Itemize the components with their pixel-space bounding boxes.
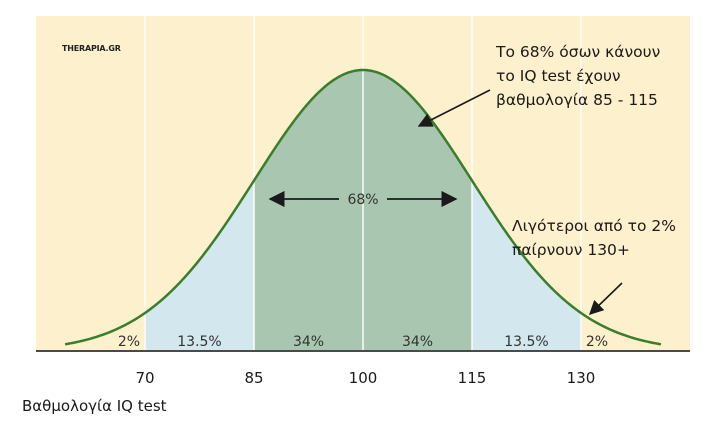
x-tick-label-130: 130 [567,369,596,387]
density-curve [64,68,662,346]
annotation-tail: Λιγότεροι από το 2% παίρνουν 130+ [512,217,676,259]
bracket-label: 68% [347,192,378,208]
x-axis-title: Βαθμολογία IQ test [22,397,167,415]
segment-label-2: 34% [293,334,324,350]
x-tick-label-85: 85 [244,369,263,387]
annotation-arrow-middle [417,89,491,127]
segment-label-4: 13.5% [504,334,548,350]
x-tick-label-100: 100 [349,369,378,387]
segment-label-0: 2% [118,334,140,350]
annotation-middle-range: Το 68% όσων κάνουν το IQ test έχουν βαθμ… [496,43,661,109]
segment-label-1: 13.5% [177,334,221,350]
segment-label-5: 2% [586,334,608,350]
source-label: THERAPIA.GR [62,44,121,53]
x-tick-label-70: 70 [135,369,154,387]
segment-label-3: 34% [402,334,433,350]
annotation-arrow-tail [588,282,623,316]
x-tick-label-115: 115 [458,369,487,387]
